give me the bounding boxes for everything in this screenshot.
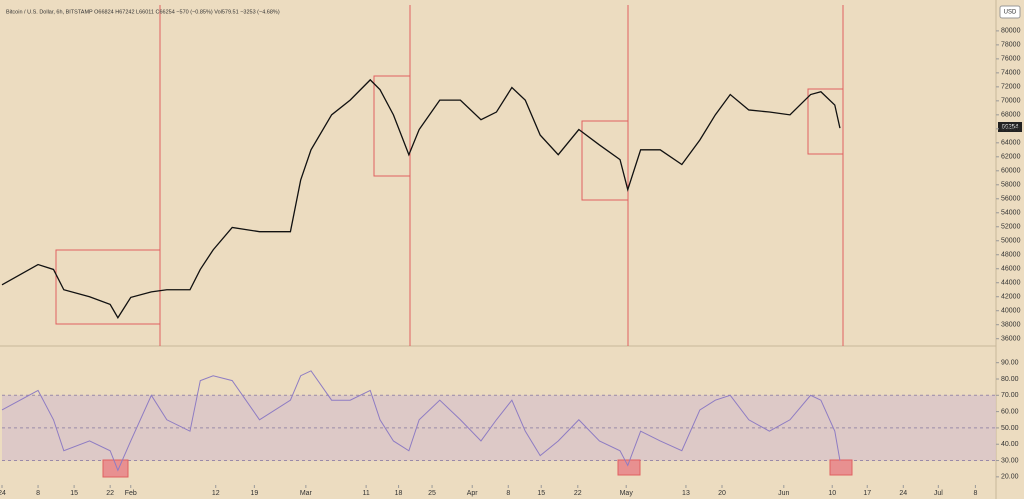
y-tick-label: 60000: [1001, 168, 1021, 175]
y-tick-label: 46000: [1001, 266, 1021, 273]
x-tick-label: 12: [212, 490, 220, 497]
x-tick-label: 11: [362, 490, 369, 497]
y-tick-label: 40.00: [1001, 441, 1019, 448]
price-label: 66254: [1002, 125, 1019, 131]
y-tick-label: 48000: [1001, 252, 1021, 259]
x-tick-label: 24: [899, 490, 907, 497]
range-box: [581, 120, 629, 201]
rsi-band: [2, 395, 996, 461]
x-tick-label: 19: [250, 490, 258, 497]
series-line: [1, 78, 841, 319]
y-tick-label: 68000: [1001, 112, 1021, 119]
x-tick-label: Mar: [300, 490, 313, 497]
x-tick-label: 18: [395, 490, 403, 497]
rsi-box: [829, 459, 853, 476]
x-tick-label: 22: [574, 490, 582, 497]
x-tick-label: 13: [682, 490, 690, 497]
y-tick-label: 60.00: [1001, 408, 1019, 415]
x-tick-label: 8: [36, 490, 40, 497]
y-tick-label: 50000: [1001, 238, 1021, 245]
price-label-box: [998, 122, 1022, 132]
y-tick-label: 80000: [1001, 28, 1021, 35]
y-tick-label: 40000: [1001, 308, 1021, 315]
x-tick-label: 22: [106, 490, 114, 497]
y-tick-label: 90.00: [1001, 360, 1019, 367]
x-tick-label: Apr: [467, 490, 479, 497]
y-tick-label: 44000: [1001, 280, 1021, 287]
y-tick-label: 70.00: [1001, 392, 1019, 399]
annotations: [55, 5, 853, 478]
x-tick-label: Feb: [125, 490, 137, 497]
x-tick-label: May: [620, 490, 634, 497]
y-tick-label: 52000: [1001, 224, 1021, 231]
y-tick-label: 76000: [1001, 56, 1021, 63]
y-tick-label: 64000: [1001, 140, 1021, 147]
currency[interactable]: USD: [1004, 10, 1017, 16]
x-tick-label: 15: [70, 490, 78, 497]
y-tick-label: 66000: [1001, 126, 1021, 133]
y-tick-label: 42000: [1001, 294, 1021, 301]
y-tick-label: 62000: [1001, 154, 1021, 161]
range-box: [807, 88, 844, 155]
rsi-box: [617, 459, 641, 476]
x-tick-label: Jul: [934, 490, 943, 497]
x-tick-label: 24: [0, 490, 6, 497]
y-tick-label: 54000: [1001, 210, 1021, 217]
range-box: [373, 75, 411, 177]
x-tick-label: 10: [828, 490, 836, 497]
y-tick-label: 72000: [1001, 84, 1021, 91]
x-tick-label: 20: [718, 490, 726, 497]
y-tick-label: 30.00: [1001, 457, 1019, 464]
y-tick-label: 74000: [1001, 70, 1021, 77]
y-tick-label: 56000: [1001, 196, 1021, 203]
range-box: [55, 249, 161, 325]
y-tick-label: 80.00: [1001, 376, 1019, 383]
x-tick-label: 25: [428, 490, 436, 497]
x-tick-label: 17: [863, 490, 871, 497]
y-tick-label: 36000: [1001, 336, 1021, 343]
y-tick-label: 70000: [1001, 98, 1021, 105]
legend-text: Bitcoin / U.S. Dollar, 6h, BITSTAMP O668…: [6, 9, 280, 15]
x-tick-label: 15: [537, 490, 545, 497]
y-tick-label: 50.00: [1001, 425, 1019, 432]
y-tick-label: 78000: [1001, 42, 1021, 49]
x-tick-label: 8: [506, 490, 510, 497]
x-tick-label: Jun: [778, 490, 789, 497]
y-tick-label: 20.00: [1001, 474, 1019, 481]
y-tick-label: 58000: [1001, 182, 1021, 189]
currency-box[interactable]: [999, 5, 1021, 19]
series-line: [1, 370, 841, 472]
y-tick-label: 38000: [1001, 322, 1021, 329]
x-tick-label: 8: [973, 490, 977, 497]
rsi-box: [102, 459, 129, 478]
